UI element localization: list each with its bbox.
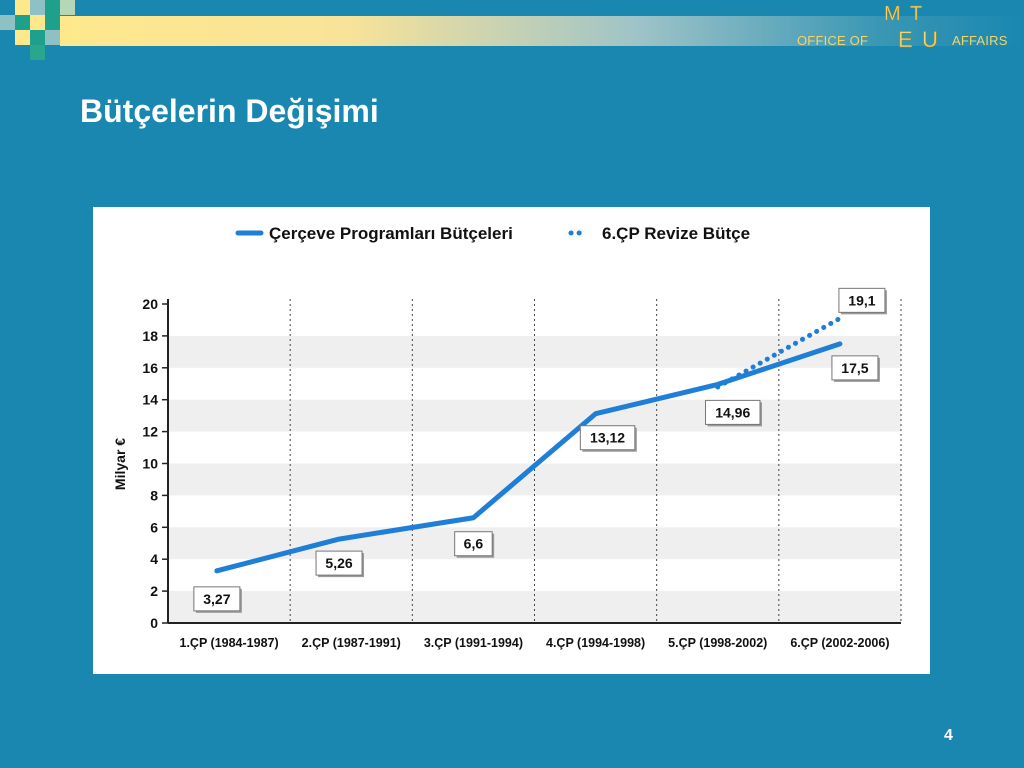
- data-label-text: 5,26: [325, 555, 352, 571]
- y-tick-labels: 0 2 4 6 8 10 12 14 16 18 20: [142, 296, 168, 631]
- x-tick-label: 4.ÇP (1994-1998): [546, 636, 645, 650]
- data-labels: 3,27 5,26 6,6 13,12 14,96 17,5 19,1: [193, 287, 887, 613]
- axes: [167, 299, 901, 624]
- decor-square: [45, 30, 60, 45]
- legend-label: 6.ÇP Revize Bütçe: [602, 224, 750, 243]
- y-tick-label: 18: [142, 328, 158, 344]
- decor-square: [30, 30, 45, 45]
- header-band: [0, 0, 1024, 60]
- logo-letter-e: E: [898, 27, 913, 52]
- decor-square: [45, 15, 60, 30]
- data-label-box: [315, 550, 363, 576]
- data-label-box: [579, 425, 636, 451]
- data-label-box: [831, 355, 879, 381]
- chart-card: 0 2 4 6 8 10 12 14 16 18 20 1.ÇP (1984-1987) 2.ÇP (…: [93, 207, 930, 674]
- y-tick-label: 12: [142, 424, 158, 440]
- affairs-label: AFFAIRS: [952, 33, 1008, 48]
- budget-line-chart: 0 2 4 6 8 10 12 14 16 18 20 1.ÇP (1984-1987) 2.ÇP (…: [112, 224, 902, 650]
- decor-square: [30, 45, 45, 60]
- budget-line: [214, 341, 843, 574]
- legend: Çerçeve Programları Bütçeleri 6.ÇP Revize…: [235, 224, 750, 243]
- page-number: 4: [944, 727, 953, 744]
- data-label: 17,5: [831, 355, 880, 382]
- x-tick-label: 1.ÇP (1984-1987): [180, 636, 279, 650]
- decor-square: [15, 30, 30, 45]
- y-tick-label: 14: [142, 392, 158, 408]
- logo-letter-t: T: [910, 3, 922, 25]
- data-label-box: [193, 586, 241, 612]
- decor-square: [60, 0, 75, 15]
- data-label-box: [705, 399, 761, 425]
- metu-logo: M T E U: [884, 3, 938, 52]
- series-lines: [214, 315, 843, 574]
- data-label-text: 17,5: [841, 360, 868, 376]
- x-tick-label: 5.ÇP (1998-2002): [668, 636, 767, 650]
- data-label-box: [454, 531, 493, 557]
- y-tick-label: 20: [142, 296, 158, 312]
- legend-label: Çerçeve Programları Bütçeleri: [269, 224, 513, 243]
- x-tick-label: 2.ÇP (1987-1991): [302, 636, 401, 650]
- decor-square: [30, 15, 45, 30]
- data-label: 14,96: [705, 399, 762, 427]
- y-axis-label: Milyar €: [112, 438, 128, 490]
- logo-letter-m: M: [884, 3, 901, 25]
- data-label-text: 14,96: [715, 404, 750, 420]
- x-tick-labels: 1.ÇP (1984-1987) 2.ÇP (1987-1991) 3.ÇP (19…: [180, 636, 890, 650]
- data-label-text: 3,27: [203, 591, 230, 607]
- decor-square: [45, 0, 60, 15]
- y-tick-label: 10: [142, 456, 158, 472]
- data-label: 5,26: [315, 550, 365, 578]
- y-tick-label: 8: [150, 487, 158, 503]
- y-tick-label: 16: [142, 360, 158, 376]
- office-of-label: OFFICE OF: [797, 33, 869, 48]
- y-tick-label: 2: [150, 583, 158, 599]
- x-tick-label: 3.ÇP (1991-1994): [424, 636, 523, 650]
- data-label-text: 13,12: [590, 430, 625, 446]
- decor-square: [15, 0, 30, 15]
- y-tick-label: 0: [150, 615, 158, 631]
- data-label: 13,12: [579, 425, 637, 452]
- decor-square: [0, 15, 15, 30]
- y-tick-label: 6: [150, 519, 158, 535]
- data-label: 3,27: [193, 586, 242, 613]
- decor-square: [30, 0, 45, 15]
- revised-budget-line: [715, 315, 843, 390]
- data-label-text: 6,6: [464, 536, 484, 552]
- data-label: 19,1: [838, 287, 887, 315]
- x-tick-label: 6.ÇP (2002-2006): [790, 636, 889, 650]
- vertical-gridlines: [289, 299, 902, 623]
- data-label: 6,6: [454, 531, 495, 558]
- page-title: Bütçelerin Değişimi: [80, 93, 379, 129]
- y-tick-label: 4: [150, 551, 158, 567]
- header-gold-bar: [60, 16, 1024, 46]
- grid-band: [168, 591, 901, 623]
- data-label-box: [838, 287, 886, 313]
- data-label-text: 19,1: [848, 292, 875, 308]
- logo-letter-u: U: [922, 27, 938, 52]
- decor-square: [15, 15, 30, 30]
